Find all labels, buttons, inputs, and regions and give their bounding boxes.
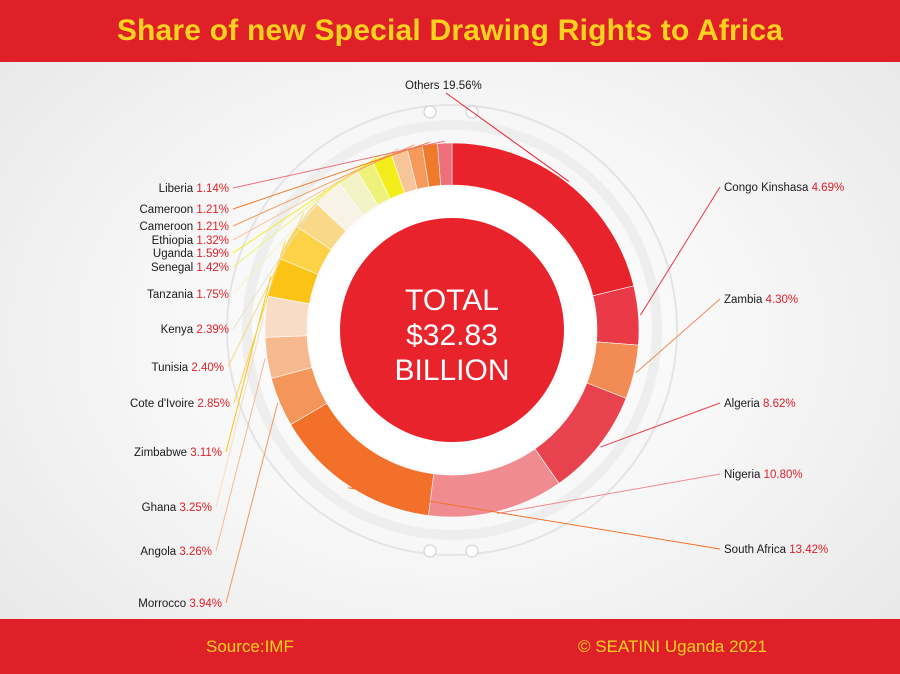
donut-slice-liberia-19 — [437, 142, 453, 186]
slice-label-19: Liberia 1.14% — [159, 183, 229, 195]
slice-label-name: Ghana — [142, 502, 180, 514]
footer-banner: Source:IMF © SEATINI Uganda 2021 — [0, 619, 900, 674]
slice-label-name: Cameroon — [140, 221, 197, 233]
slice-label-value: 19.56% — [443, 80, 482, 92]
slice-label-name: Angola — [140, 546, 179, 558]
leader-line-0 — [445, 92, 570, 182]
title-banner: Share of new Special Drawing Rights to A… — [0, 0, 900, 62]
slice-label-name: Uganda — [153, 248, 196, 260]
slice-label-value: 8.62% — [763, 398, 796, 410]
slice-label-name: Cameroon — [140, 204, 197, 216]
slice-label-value: 2.40% — [191, 362, 224, 374]
leader-line-13 — [232, 173, 347, 295]
slice-label-name: Tanzania — [147, 289, 196, 301]
leader-line-11 — [227, 212, 305, 368]
slice-label-value: 10.80% — [764, 469, 803, 481]
slice-label-6: Morrocco 3.94% — [138, 598, 222, 610]
leader-line-2 — [635, 298, 721, 374]
slice-label-name: Senegal — [151, 262, 196, 274]
slice-label-name: Algeria — [724, 398, 763, 410]
slice-label-15: Uganda 1.59% — [153, 248, 229, 260]
slice-label-value: 2.85% — [197, 398, 230, 410]
slice-label-12: Kenya 2.39% — [161, 324, 229, 336]
source-text: Source:IMF — [206, 637, 294, 656]
leader-line-8 — [215, 316, 264, 508]
slice-label-1: Congo Kinshasa 4.69% — [724, 182, 844, 194]
slice-label-11: Tunisia 2.40% — [152, 362, 224, 374]
slice-label-name: Nigeria — [724, 469, 764, 481]
credit-text: © SEATINI Uganda 2021 — [578, 637, 767, 656]
slice-label-14: Senegal 1.42% — [151, 262, 229, 274]
slice-label-name: Ethiopia — [152, 235, 197, 247]
slice-label-2: Zambia 4.30% — [724, 294, 798, 306]
slice-label-16: Ethiopia 1.32% — [152, 235, 229, 247]
leader-line-17 — [232, 144, 415, 227]
center-text-line-2: $32.83 — [406, 319, 498, 352]
slice-label-name: Morrocco — [138, 598, 189, 610]
slice-label-value: 1.75% — [196, 289, 229, 301]
center-text-line-1: TOTAL — [405, 284, 499, 317]
slice-label-0: Others 19.56% — [405, 80, 482, 92]
chart-title: Share of new Special Drawing Rights to A… — [116, 14, 784, 47]
slice-label-value: 2.39% — [196, 324, 229, 336]
slice-label-17: Cameroon 1.21% — [140, 221, 230, 233]
leader-line-6 — [225, 402, 279, 604]
slice-label-7: Angola 3.26% — [140, 546, 212, 558]
slice-label-value: 1.32% — [196, 235, 229, 247]
slice-label-name: Cote d'Ivoire — [130, 398, 197, 410]
slice-label-3: Algeria 8.62% — [724, 398, 796, 410]
leader-line-18 — [232, 141, 430, 210]
ring-dot-decor — [423, 544, 437, 558]
slice-label-value: 3.94% — [189, 598, 222, 610]
slice-label-value: 3.11% — [190, 447, 222, 459]
slice-label-name: Zambia — [724, 294, 766, 306]
slice-label-4: Nigeria 10.80% — [724, 469, 803, 481]
slice-label-name: Kenya — [161, 324, 197, 336]
slice-label-10: Cote d'Ivoire 2.85% — [130, 398, 230, 410]
slice-label-value: 13.42% — [789, 544, 828, 556]
leader-line-19 — [232, 140, 445, 189]
slice-label-5: South Africa 13.42% — [724, 544, 828, 556]
leader-line-9 — [225, 276, 272, 453]
slice-label-value: 1.21% — [196, 204, 229, 216]
center-circle — [340, 218, 564, 442]
leader-line-3 — [600, 402, 721, 448]
slice-label-value: 1.42% — [196, 262, 229, 274]
shadow-ring-decor — [242, 120, 662, 540]
ring-dot-decor — [423, 105, 437, 119]
slice-label-9: Zimbabwe 3.11% — [134, 447, 222, 459]
ring-dot-decor — [465, 544, 479, 558]
slice-label-name: South Africa — [724, 544, 789, 556]
center-text-line-3: BILLION — [394, 354, 509, 387]
outer-ring-decor — [226, 104, 678, 556]
leader-line-5 — [347, 487, 721, 550]
slice-label-value: 1.21% — [196, 221, 229, 233]
leader-line-12 — [232, 189, 326, 330]
slice-label-name: Zimbabwe — [134, 447, 190, 459]
slice-label-value: 4.69% — [812, 182, 845, 194]
slice-label-8: Ghana 3.25% — [142, 502, 212, 514]
slice-label-value: 3.26% — [179, 546, 212, 558]
leader-line-4 — [497, 473, 721, 515]
slice-label-name: Tunisia — [152, 362, 192, 374]
slice-label-name: Congo Kinshasa — [724, 182, 812, 194]
slice-label-value: 4.30% — [766, 294, 799, 306]
slice-label-value: 3.25% — [179, 502, 212, 514]
leader-line-1 — [639, 186, 721, 316]
slice-label-value: 1.59% — [196, 248, 229, 260]
slice-label-name: Others — [405, 80, 443, 92]
slice-label-13: Tanzania 1.75% — [147, 289, 229, 301]
donut-slice-congo-kinshasa-1 — [592, 285, 640, 346]
leader-line-7 — [215, 358, 266, 552]
slice-label-18: Cameroon 1.21% — [140, 204, 230, 216]
slice-label-name: Liberia — [159, 183, 197, 195]
slice-label-value: 1.14% — [196, 183, 229, 195]
